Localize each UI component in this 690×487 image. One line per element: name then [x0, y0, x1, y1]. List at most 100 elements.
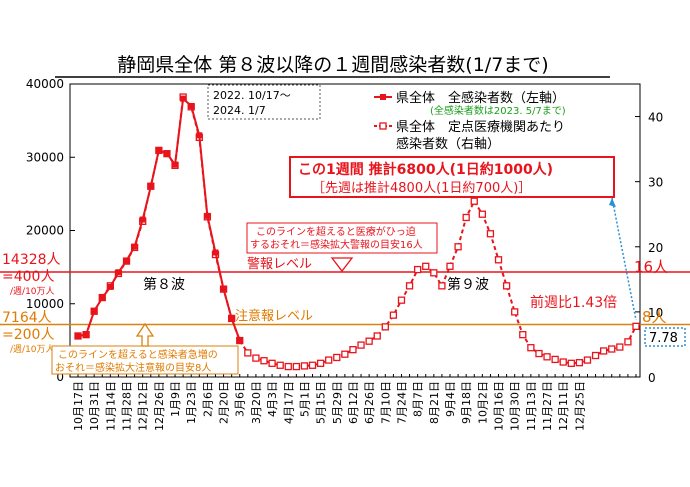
series-total-point: [228, 315, 235, 322]
left-tick-label: 20000: [26, 224, 64, 238]
series-sentinel-point: [414, 265, 422, 274]
right-axis: 0 10 20 30 40: [635, 111, 663, 385]
series-total-point: [131, 243, 138, 250]
series-sentinel-point: [551, 355, 559, 364]
latest-value: 7.78: [649, 331, 678, 346]
series-total-point: [147, 183, 154, 190]
series-sentinel-point: [575, 359, 584, 367]
warning-left-label2: =400人: [2, 269, 54, 285]
legend-s2-swatch-marker: [379, 122, 387, 130]
series-sentinel-point: [252, 354, 260, 362]
series-sentinel-point: [244, 349, 252, 357]
x-tick-label: 5月1日: [298, 381, 311, 417]
x-tick-label: 7月24日: [395, 381, 408, 424]
series-total-point: [236, 337, 243, 344]
series-total-point: [180, 95, 187, 102]
x-tick-label: 9月18日: [460, 381, 473, 424]
series-sentinel-point: [268, 359, 276, 367]
series-total-point: [155, 146, 162, 153]
left-tick-label: 30000: [26, 150, 64, 164]
x-tick-label: 9月4日: [444, 381, 457, 417]
series-total-point: [188, 102, 195, 109]
series-sentinel-point: [608, 345, 616, 353]
x-tick-label: 2月20日: [218, 381, 231, 424]
warning-arrow-icon: [330, 257, 354, 273]
series-sentinel-point: [333, 353, 341, 362]
left-tick-label: 0: [56, 370, 64, 384]
x-axis: 10月17日 10月31日 11月14日 11月28日 12月12日 12月26日 1月9日…: [72, 374, 637, 431]
legend-s1-note: (全感染者数は2023. 5/7まで): [430, 104, 566, 117]
x-tick-label: 12月26日: [153, 381, 166, 431]
series-total-point: [172, 161, 179, 168]
x-tick-label: 12月11日: [557, 381, 570, 431]
warning-note-line2: するおそれ＝感染拡大警報の目安16人: [250, 238, 423, 251]
series-sentinel-point: [462, 213, 470, 222]
x-tick-label: 11月28日: [121, 381, 134, 431]
series-sentinel-point: [357, 341, 365, 349]
series-sentinel-point: [308, 361, 317, 369]
x-tick-label: 3月6日: [234, 381, 247, 417]
x-tick-label: 1月23日: [185, 381, 198, 424]
warning-note-line1: このラインを超えると医療がひっ迫: [256, 225, 416, 238]
x-tick-label: 10月17日: [72, 381, 85, 431]
series-sentinel-point: [325, 356, 333, 364]
period-box: [207, 84, 321, 120]
right-tick-label: 10: [648, 306, 663, 320]
legend: 県全体 全感染者数（左軸） (全感染者数は2023. 5/7まで) 県全体 定点…: [374, 90, 566, 152]
latest-value-box: [644, 327, 686, 347]
period-line1: 2022. 10/17～: [213, 89, 291, 102]
series-sentinel-point: [511, 308, 519, 316]
series-sentinel-point: [486, 230, 495, 238]
series-sentinel-point: [502, 282, 511, 290]
right-tick-label: 40: [648, 111, 663, 125]
chart-title: 静岡県全体 第８波以降の１週間感染者数(1/7まで): [117, 54, 548, 76]
latest-pointer-arrow-icon: [609, 198, 616, 207]
series-sentinel-point: [527, 344, 535, 352]
series-sentinel-point: [616, 343, 624, 351]
series-total-point: [139, 216, 146, 223]
warning-left-label: 14328人: [2, 252, 61, 268]
series-total-point: [196, 132, 203, 139]
x-tick-label: 1月9日: [169, 381, 182, 417]
right-tick-label: 0: [648, 371, 656, 385]
series-sentinel-point: [543, 353, 551, 361]
series-sentinel-point: [316, 359, 325, 367]
wave9-label: 第９波: [447, 276, 489, 293]
series-sentinel-point: [276, 361, 284, 369]
series-sentinel-point: [389, 311, 398, 319]
series-sentinel-point: [567, 359, 575, 367]
series-sentinel-point: [341, 350, 349, 358]
x-tick-label: 6月12日: [347, 381, 360, 424]
x-tick-label: 3月20日: [250, 381, 263, 424]
series-sentinel-point: [292, 362, 300, 371]
x-tick-label: 10月2日: [476, 381, 489, 424]
x-tick-label: 11月13日: [525, 381, 538, 431]
x-tick-label: 12月25日: [573, 381, 586, 431]
series-total-point: [163, 150, 170, 157]
caution-right-label: 8人: [642, 308, 667, 326]
x-tick-label: 10月31日: [88, 381, 101, 431]
weekly-estimate-line1: この1週間 推計6800人(1日約1000人): [298, 161, 553, 178]
x-tick-label: 11月27日: [541, 381, 554, 431]
warning-level-label: 警報レベル: [247, 256, 312, 272]
series-sentinel-point: [349, 346, 357, 354]
series-sentinel-point: [519, 331, 527, 339]
legend-s2-label2: 感染者数（右軸）: [396, 136, 500, 152]
legend-s1-label: 県全体 全感染者数（左軸）: [396, 90, 565, 106]
series-sentinel-point: [397, 296, 406, 304]
series-sentinel-point: [430, 269, 438, 277]
series-sentinel-point: [260, 357, 268, 365]
legend-s1-swatch-marker: [380, 94, 386, 100]
left-axis: 0 10000 20000 30000 40000: [26, 77, 75, 384]
series-total-point: [83, 331, 90, 338]
x-tick-label: 10月16日: [493, 381, 506, 431]
series-total-point: [212, 249, 219, 256]
left-tick-label: 40000: [26, 77, 64, 91]
series-total-point: [99, 294, 106, 301]
warning-note-box: [246, 222, 438, 254]
latest-pointer: [611, 197, 637, 321]
weekly-estimate-line2: ［先週は推計4800人(1日約700人)］: [312, 180, 531, 196]
series-sentinel-point: [446, 262, 454, 270]
series-sentinel-point: [373, 332, 381, 340]
